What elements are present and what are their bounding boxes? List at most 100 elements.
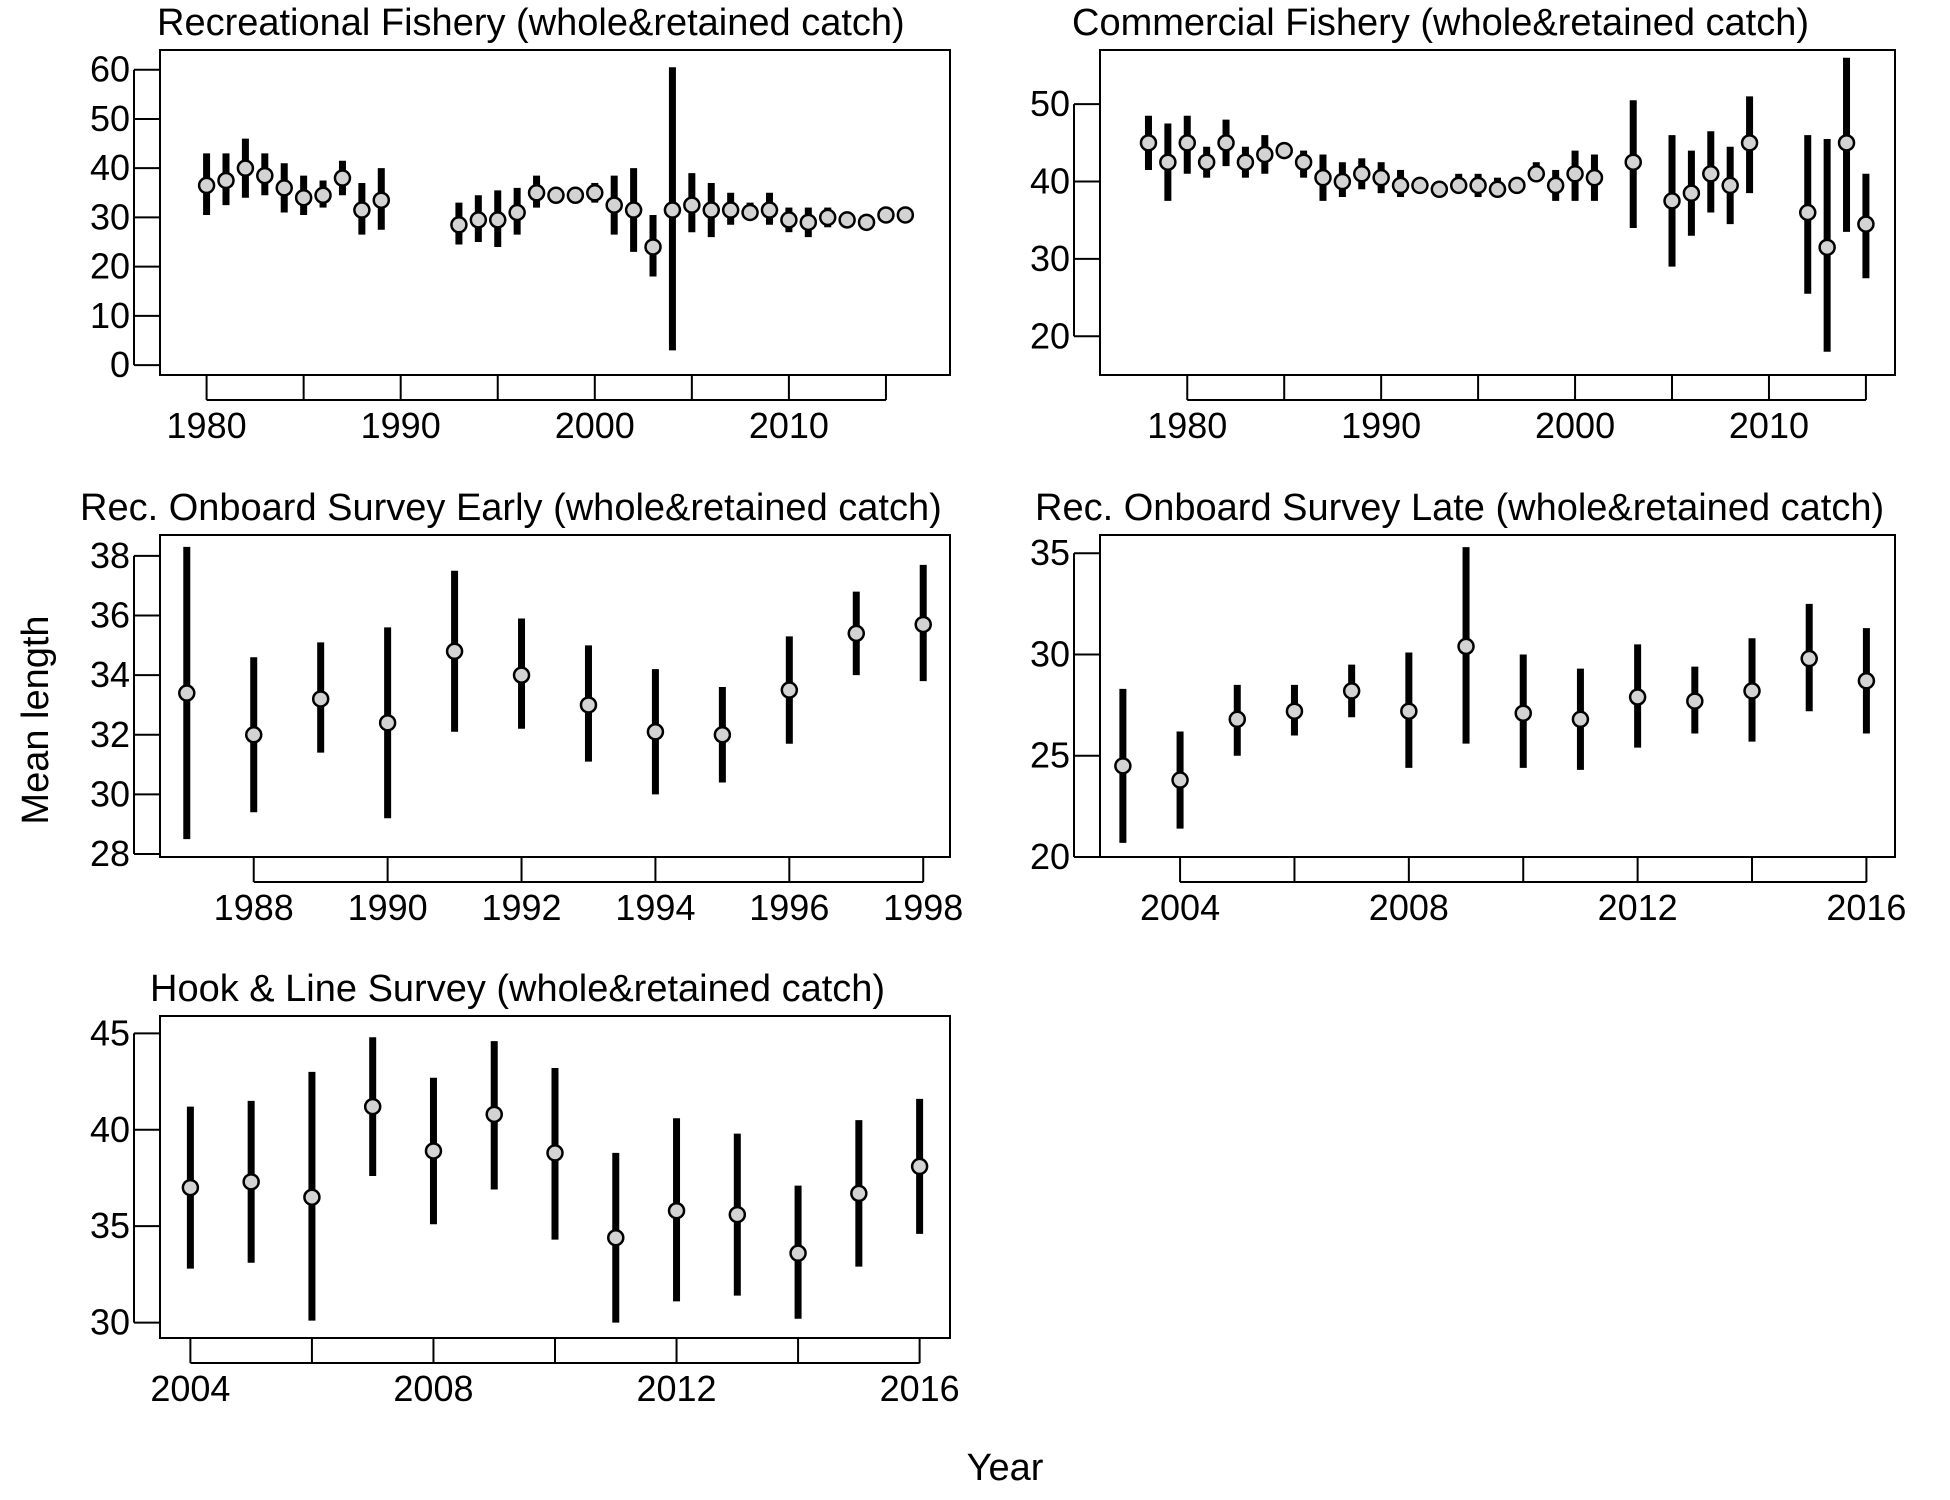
data-point xyxy=(1682,184,1701,202)
data-point xyxy=(702,201,721,219)
x-tick-label: 2008 xyxy=(1369,887,1449,928)
data-point xyxy=(857,213,876,232)
x-tick-label: 2000 xyxy=(555,405,635,446)
y-tick-label: 10 xyxy=(90,295,130,336)
plot-frame xyxy=(1099,49,1896,376)
y-tick-label: 40 xyxy=(90,1109,130,1150)
data-point xyxy=(780,211,798,229)
plot-frame xyxy=(159,534,951,858)
data-point xyxy=(1837,134,1856,152)
x-tick-label: 2008 xyxy=(393,1368,473,1409)
data-point xyxy=(1372,168,1390,187)
y-tick-label: 30 xyxy=(90,196,130,237)
data-point xyxy=(683,196,701,214)
data-point xyxy=(1702,165,1720,183)
data-point xyxy=(1527,165,1546,183)
x-tick-label: 2012 xyxy=(1598,887,1678,928)
panel-title: Commercial Fishery (whole&retained catch… xyxy=(1072,2,1809,44)
data-point xyxy=(311,690,330,708)
data-point xyxy=(1314,168,1332,187)
data-point xyxy=(236,159,255,177)
data-point xyxy=(178,684,196,702)
data-point xyxy=(914,615,932,634)
y-tick-label: 25 xyxy=(1030,735,1070,776)
data-point xyxy=(579,696,598,714)
data-point xyxy=(1800,649,1818,668)
y-tick-label: 32 xyxy=(90,714,130,755)
data-point xyxy=(910,1157,929,1176)
x-tick-label: 2016 xyxy=(880,1368,960,1409)
data-point xyxy=(1546,176,1565,195)
data-point xyxy=(1430,180,1449,199)
x-tick-label: 1980 xyxy=(167,405,247,446)
data-point xyxy=(424,1142,443,1160)
data-point xyxy=(363,1097,382,1116)
data-point xyxy=(1342,682,1361,700)
y-tick-label: 20 xyxy=(1030,315,1070,356)
panel-title: Rec. Onboard Survey Late (whole&retained… xyxy=(1035,487,1884,529)
data-point xyxy=(1285,702,1304,720)
data-point xyxy=(799,213,818,232)
data-point xyxy=(1236,153,1255,171)
y-tick-label: 0 xyxy=(110,344,130,385)
data-point xyxy=(1798,203,1817,222)
data-point xyxy=(527,184,546,202)
panel-2: Commercial Fishery (whole&retained catch… xyxy=(1030,2,1896,446)
data-point xyxy=(605,196,623,214)
x-tick-label: 2000 xyxy=(1535,405,1615,446)
data-point xyxy=(721,201,740,219)
data-point xyxy=(818,208,837,227)
data-point xyxy=(1624,153,1642,171)
data-point xyxy=(1740,134,1759,152)
data-point xyxy=(1628,688,1647,706)
y-tick-label: 20 xyxy=(1030,836,1070,877)
data-point xyxy=(741,203,759,222)
data-point xyxy=(1114,757,1132,775)
data-point xyxy=(1663,192,1681,210)
data-point xyxy=(1508,176,1526,195)
x-tick-label: 1998 xyxy=(883,887,963,928)
data-point xyxy=(217,171,235,190)
data-point xyxy=(667,1201,686,1220)
data-point xyxy=(1686,692,1704,710)
data-point xyxy=(1469,176,1487,195)
data-point xyxy=(646,723,665,741)
data-point xyxy=(1411,176,1429,195)
figure-x-axis-label: Year xyxy=(967,1447,1044,1489)
data-point xyxy=(1857,215,1875,233)
panel-title: Hook & Line Survey (whole&retained catch… xyxy=(150,968,885,1010)
data-point xyxy=(713,726,732,744)
plot-frame xyxy=(159,49,951,376)
y-tick-label: 30 xyxy=(90,773,130,814)
x-tick-label: 1990 xyxy=(348,887,428,928)
x-tick-label: 2010 xyxy=(1729,405,1809,446)
panel-4: Rec. Onboard Survey Late (whole&retained… xyxy=(1030,487,1906,928)
data-point xyxy=(1159,153,1177,171)
data-point xyxy=(1400,702,1418,720)
data-point xyxy=(1275,141,1293,160)
data-point xyxy=(624,201,643,219)
y-tick-label: 35 xyxy=(90,1205,130,1246)
data-point xyxy=(1857,672,1876,690)
data-point xyxy=(847,624,866,643)
y-tick-label: 30 xyxy=(1030,633,1070,674)
data-point xyxy=(1333,172,1352,191)
data-point xyxy=(566,186,585,205)
x-tick-label: 1994 xyxy=(615,887,695,928)
data-point xyxy=(314,186,332,205)
data-point xyxy=(1294,153,1313,171)
y-tick-label: 50 xyxy=(1030,83,1070,124)
data-point xyxy=(1457,637,1475,656)
y-tick-label: 35 xyxy=(1030,532,1070,573)
data-point xyxy=(197,176,216,195)
panel-3: Rec. Onboard Survey Early (whole&retaine… xyxy=(80,487,963,928)
x-tick-label: 1996 xyxy=(749,887,829,928)
plot-frame xyxy=(1099,534,1896,858)
data-point xyxy=(512,666,531,684)
data-point xyxy=(1256,145,1274,164)
data-point xyxy=(1139,134,1158,152)
data-point xyxy=(1585,168,1604,187)
data-point xyxy=(1228,710,1247,729)
data-point xyxy=(1721,176,1739,195)
